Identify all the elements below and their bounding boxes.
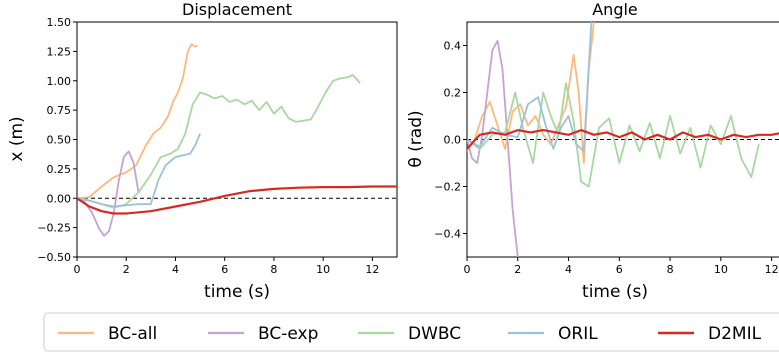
- legend-label-bc-exp: BC-exp: [258, 324, 318, 344]
- angle-x-ticks: 0 2 4 6 8 10 12: [464, 257, 779, 276]
- displacement-series-oril-line: [77, 133, 201, 208]
- angle-y-tick-label: 0.0: [444, 134, 462, 147]
- angle-series-bc-all-line: [467, 22, 595, 164]
- displacement-x-tick-label: 6: [221, 263, 228, 276]
- displacement-x-tick-label: 8: [270, 263, 277, 276]
- legend-label-d2mil: D2MIL: [708, 324, 762, 344]
- angle-series: [467, 22, 779, 257]
- displacement-y-tick-label: 0.00: [47, 192, 72, 205]
- displacement-y-tick-label: 1.00: [47, 75, 72, 88]
- displacement-x-tick-label: 12: [365, 263, 379, 276]
- displacement-y-tick-label: 1.50: [47, 16, 72, 29]
- angle-x-tick-label: 2: [514, 263, 521, 276]
- displacement-y-axis-label: x (m): [7, 116, 27, 161]
- displacement-y-tick-label: 0.75: [47, 104, 72, 117]
- angle-series-bc-exp-line: [467, 39, 519, 257]
- angle-y-tick-label: 0.4: [444, 40, 462, 53]
- displacement-y-tick-label: 1.25: [47, 45, 72, 58]
- displacement-panel: Displacement −0.50 −0.25 0.00 0.25 0.50 0.75 1…: [7, 0, 398, 302]
- angle-x-tick-label: 12: [765, 263, 779, 276]
- displacement-x-tick-label: 0: [74, 263, 81, 276]
- legend-box: [43, 312, 779, 352]
- angle-y-tick-label: −0.4: [434, 228, 461, 241]
- displacement-series-d2mil-line: [77, 185, 397, 215]
- angle-series-d2mil-line: [467, 129, 779, 150]
- legend-label-dwbc: DWBC: [408, 324, 461, 344]
- angle-y-axis-label: θ (rad): [406, 110, 426, 167]
- displacement-x-axis-label: time (s): [204, 282, 270, 302]
- angle-panel: Angle −0.4 −0.2 0.0 0.2 0.4 0 2 4 6 8 10 12 time (…: [406, 0, 779, 302]
- displacement-x-ticks: 0 2 4 6 8 10 12: [74, 257, 379, 276]
- displacement-y-ticks: −0.50 −0.25 0.00 0.25 0.50 0.75 1.00 1.25 1.50: [37, 16, 77, 264]
- displacement-y-tick-label: −0.25: [37, 222, 71, 235]
- legend: BC-all BC-exp DWBC ORIL D2MIL: [43, 312, 779, 352]
- angle-series-oril-line: [467, 22, 593, 153]
- displacement-y-tick-label: 0.25: [47, 163, 72, 176]
- displacement-x-tick-label: 10: [316, 263, 330, 276]
- displacement-series-dwbc-line: [77, 74, 361, 209]
- displacement-series: [77, 43, 397, 237]
- legend-items: BC-all BC-exp DWBC ORIL D2MIL: [58, 324, 762, 344]
- legend-label-oril: ORIL: [558, 324, 598, 344]
- displacement-y-tick-label: 0.50: [47, 134, 72, 147]
- angle-series-dwbc-line: [467, 82, 760, 188]
- angle-x-tick-label: 4: [565, 263, 572, 276]
- angle-title: Angle: [592, 0, 638, 19]
- angle-x-tick-label: 6: [616, 263, 623, 276]
- displacement-series-bc-all-line: [77, 43, 199, 200]
- displacement-x-tick-label: 2: [123, 263, 130, 276]
- angle-x-tick-label: 0: [464, 263, 471, 276]
- displacement-y-tick-label: −0.50: [37, 251, 71, 264]
- displacement-title: Displacement: [182, 0, 292, 19]
- displacement-series-bc-exp-line: [77, 150, 140, 237]
- angle-y-tick-label: 0.2: [444, 87, 462, 100]
- displacement-x-tick-label: 4: [172, 263, 179, 276]
- angle-x-tick-label: 10: [714, 263, 728, 276]
- angle-y-tick-label: −0.2: [434, 181, 461, 194]
- angle-x-axis-label: time (s): [582, 282, 648, 302]
- angle-x-tick-label: 8: [667, 263, 674, 276]
- legend-label-bc-all: BC-all: [108, 324, 157, 344]
- angle-y-ticks: −0.4 −0.2 0.0 0.2 0.4: [434, 40, 467, 241]
- displacement-plot-frame: [76, 21, 398, 258]
